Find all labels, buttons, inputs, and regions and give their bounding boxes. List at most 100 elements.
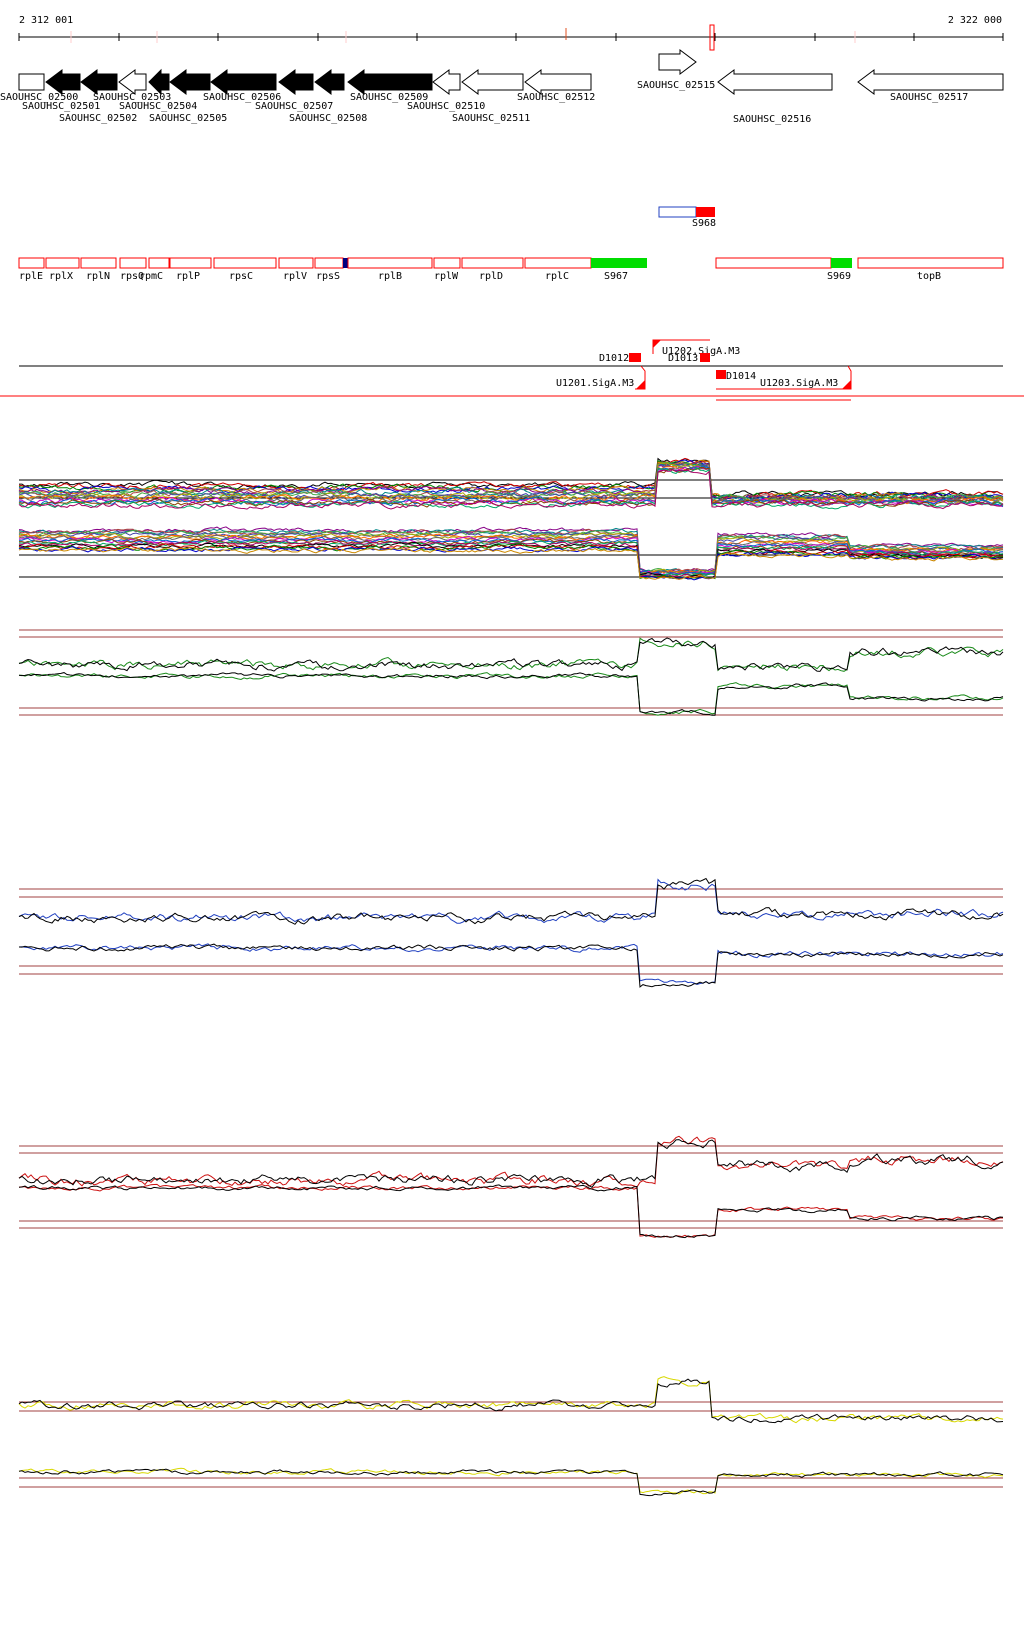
- gene-label: SAOUHSC_02502: [59, 113, 137, 124]
- segment-label: rpmC: [139, 271, 163, 282]
- gene-saouhsc_02507[interactable]: SAOUHSC_02507: [255, 69, 333, 112]
- segment-rpln[interactable]: rplN: [80, 257, 117, 282]
- promoter-d1012[interactable]: D1012: [599, 353, 641, 364]
- expression-trace: [18, 535, 1004, 576]
- svg-text:D1014: D1014: [726, 371, 756, 382]
- promoter-d1014[interactable]: D1014: [716, 370, 756, 382]
- gene-saouhsc_02501[interactable]: SAOUHSC_02501: [22, 69, 100, 112]
- segment-label: rplX: [49, 271, 73, 282]
- promoter-u1203[interactable]: U1203.SigA.M3: [716, 365, 852, 401]
- gene-saouhsc_02508[interactable]: SAOUHSC_02508: [289, 69, 367, 124]
- segment-rplw[interactable]: rplW: [433, 257, 461, 282]
- expression-trace: [18, 1468, 1004, 1497]
- gene-label: SAOUHSC_02516: [733, 114, 811, 125]
- gene-arrow: [118, 69, 147, 95]
- segment-label: rplC: [545, 271, 569, 282]
- promoter-track: D1012 U1202.SigA.M3 D1013 U1201.SigA.M3 …: [0, 339, 1024, 401]
- segment-rpsc[interactable]: rpsC: [213, 257, 277, 282]
- expression-trace: [18, 543, 1004, 580]
- svg-text:U1203.SigA.M3: U1203.SigA.M3: [760, 378, 838, 389]
- gene-label: SAOUHSC_02506: [203, 92, 281, 103]
- segment-rplp[interactable]: rplP: [169, 257, 212, 282]
- gene-arrow: [45, 69, 81, 95]
- expression-trace: [18, 461, 1004, 504]
- segment-label: rpsS: [316, 271, 340, 282]
- expression-trace: [18, 1135, 1004, 1188]
- gene-saouhsc_02506[interactable]: SAOUHSC_02506: [203, 69, 281, 103]
- expression-trace: [18, 1378, 1004, 1424]
- gene-saouhsc_02505[interactable]: SAOUHSC_02505: [149, 69, 227, 124]
- segment-s969[interactable]: S969: [715, 257, 852, 282]
- segment-label: rplB: [378, 271, 402, 282]
- gene-arrow: [210, 69, 277, 95]
- gene-arrow: [461, 69, 524, 95]
- svg-text:D1013: D1013: [668, 353, 698, 364]
- ruler-ticks: [18, 33, 1004, 41]
- gene-arrow: [347, 69, 433, 95]
- gene-label: SAOUHSC_02512: [517, 92, 595, 103]
- expression-trace: [18, 529, 1004, 575]
- gene-arrow: [169, 69, 211, 95]
- segment-label: rplD: [479, 271, 503, 282]
- segment-rpss[interactable]: rpsS: [314, 257, 348, 282]
- segment-rplc[interactable]: rplC: [524, 257, 592, 282]
- ruler-start-label: 2 312 001: [19, 15, 73, 26]
- expression-trace: [18, 943, 1004, 988]
- gene-arrow: [278, 69, 314, 95]
- gene-arrow: [432, 69, 461, 95]
- gene-arrow: [80, 69, 118, 95]
- expression-trace: [18, 528, 1004, 575]
- expression-trace: [18, 467, 1004, 510]
- gene-track: SAOUHSC_02500SAOUHSC_02501SAOUHSC_02502S…: [0, 49, 1004, 125]
- segment-label: S969: [827, 271, 851, 282]
- gene-arrow: [658, 49, 697, 75]
- promoter-u1201[interactable]: U1201.SigA.M3: [556, 365, 646, 390]
- gene-arrow: [524, 69, 592, 95]
- expression-panel-red: [18, 1135, 1004, 1239]
- segment-rplb[interactable]: rplB: [347, 257, 433, 282]
- segment-rpsq[interactable]: rpsQ: [119, 257, 147, 282]
- expression-trace: [18, 672, 1004, 716]
- segment-label: rpsC: [229, 271, 253, 282]
- segment-rplv[interactable]: rplV: [278, 257, 314, 282]
- promoter-u1202[interactable]: U1202.SigA.M3: [652, 339, 740, 357]
- expression-trace: [18, 536, 1004, 576]
- gene-saouhsc_02515[interactable]: SAOUHSC_02515: [637, 49, 715, 91]
- gene-saouhsc_02510[interactable]: SAOUHSC_02510: [407, 69, 485, 112]
- gene-label: SAOUHSC_02504: [119, 101, 197, 112]
- s968-feature[interactable]: S968: [658, 206, 716, 229]
- gene-saouhsc_02500[interactable]: SAOUHSC_02500: [0, 73, 78, 103]
- segment-rpmc[interactable]: rpmC: [139, 257, 170, 282]
- expression-trace: [18, 672, 1004, 716]
- gene-arrow: [857, 69, 1004, 95]
- gene-saouhsc_02516[interactable]: SAOUHSC_02516: [717, 69, 833, 125]
- gene-label: SAOUHSC_02507: [255, 101, 333, 112]
- segment-label: rplN: [86, 271, 110, 282]
- expression-trace: [18, 466, 1004, 508]
- segment-rpld[interactable]: rplD: [461, 257, 524, 282]
- gene-saouhsc_02512[interactable]: SAOUHSC_02512: [517, 69, 595, 103]
- gene-arrow: [148, 68, 170, 96]
- segment-rplx[interactable]: rplX: [45, 257, 80, 282]
- expression-trace: [18, 878, 1004, 924]
- expression-panel-multicolor: [18, 457, 1004, 581]
- gene-saouhsc_02502[interactable]: SAOUHSC_02502: [59, 69, 137, 124]
- gene-saouhsc_02509[interactable]: SAOUHSC_02509: [347, 69, 433, 103]
- expression-trace: [18, 943, 1004, 986]
- segment-topb[interactable]: topB: [857, 257, 1004, 282]
- promoter-d1013[interactable]: D1013: [668, 353, 710, 364]
- segment-rple[interactable]: rplE: [18, 257, 45, 282]
- segment-label: S967: [604, 271, 628, 282]
- expression-trace: [18, 465, 1004, 507]
- expression-trace: [18, 546, 1004, 580]
- gene-saouhsc_02504[interactable]: SAOUHSC_02504: [119, 68, 197, 112]
- gene-label: SAOUHSC_02509: [350, 92, 428, 103]
- gene-saouhsc_02503[interactable]: SAOUHSC_02503: [93, 69, 171, 103]
- gene-label: SAOUHSC_02517: [890, 92, 968, 103]
- gene-label: SAOUHSC_02511: [452, 113, 530, 124]
- svg-text:U1202.SigA.M3: U1202.SigA.M3: [662, 346, 740, 357]
- gene-saouhsc_02517[interactable]: SAOUHSC_02517: [857, 69, 1004, 103]
- gene-saouhsc_02511[interactable]: SAOUHSC_02511: [452, 69, 530, 124]
- segment-s967[interactable]: S967: [591, 258, 647, 282]
